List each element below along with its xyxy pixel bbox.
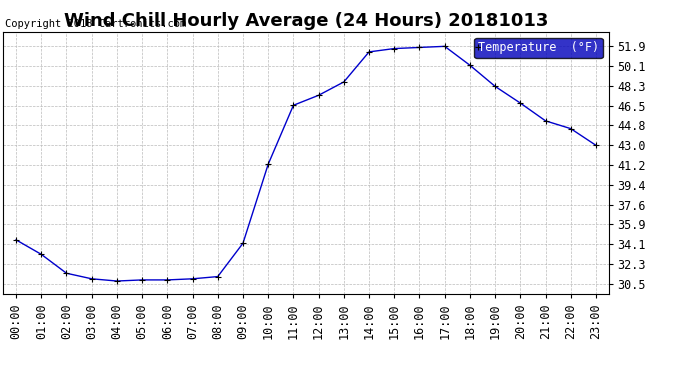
Temperature  (°F) [415, 45, 424, 50]
Temperature  (°F) [566, 126, 575, 131]
Temperature  (°F) [12, 238, 20, 242]
Line: Temperature  (°F): Temperature (°F) [13, 44, 599, 284]
Temperature  (°F) [542, 118, 550, 123]
Temperature  (°F) [440, 44, 449, 49]
Temperature  (°F) [138, 278, 146, 282]
Temperature  (°F) [188, 276, 197, 281]
Temperature  (°F) [466, 63, 474, 68]
Temperature  (°F) [390, 46, 398, 51]
Temperature  (°F) [516, 101, 524, 105]
Temperature  (°F) [214, 274, 222, 279]
Temperature  (°F) [491, 84, 500, 88]
Temperature  (°F) [264, 162, 273, 166]
Temperature  (°F) [365, 50, 373, 54]
Temperature  (°F) [592, 143, 600, 148]
Temperature  (°F) [88, 276, 96, 281]
Temperature  (°F) [112, 279, 121, 283]
Title: Wind Chill Hourly Average (24 Hours) 20181013: Wind Chill Hourly Average (24 Hours) 201… [64, 12, 548, 30]
Legend: Temperature  (°F): Temperature (°F) [475, 38, 602, 58]
Temperature  (°F) [239, 241, 247, 246]
Temperature  (°F) [62, 271, 70, 276]
Temperature  (°F) [164, 278, 172, 282]
Text: Copyright 2018 Cartronics.com: Copyright 2018 Cartronics.com [5, 19, 186, 29]
Temperature  (°F) [289, 103, 297, 108]
Temperature  (°F) [37, 252, 46, 257]
Temperature  (°F) [315, 93, 323, 98]
Temperature  (°F) [339, 80, 348, 84]
